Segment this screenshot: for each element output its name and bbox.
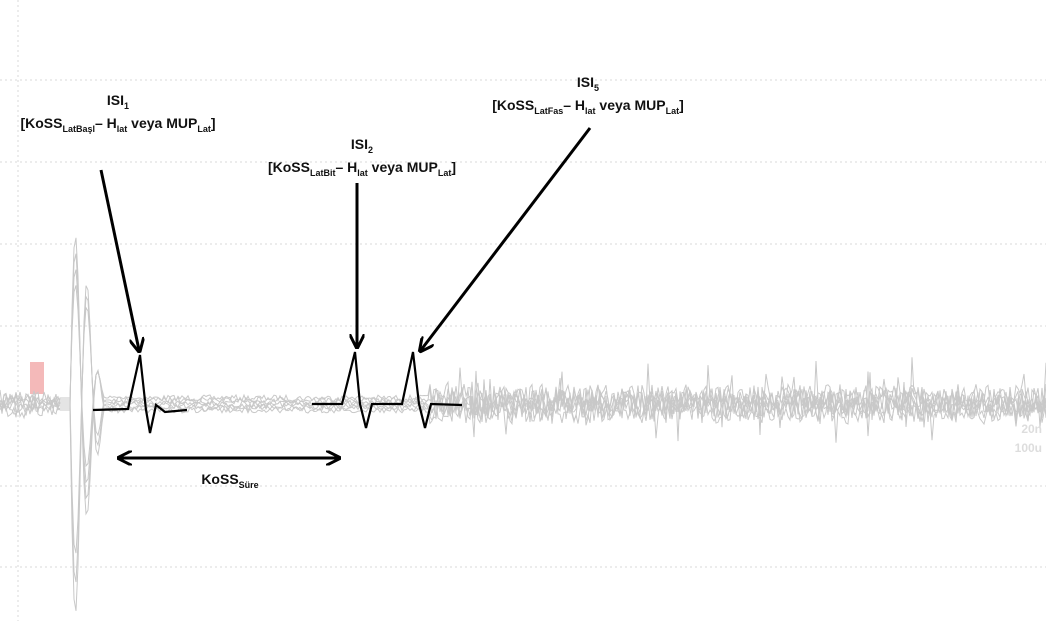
mup-waveform <box>312 352 462 428</box>
trace <box>0 297 1046 582</box>
subscript: Lat <box>666 106 680 116</box>
arrow <box>421 128 590 350</box>
annotation: [KoSSLatBaşl– Hlat veya MUPLat] <box>20 115 215 134</box>
subscript: Süre <box>239 480 259 490</box>
scale-label: 100u <box>1015 441 1042 455</box>
marker-box <box>30 362 44 394</box>
text: veya MUP <box>368 159 438 175</box>
trace <box>0 308 1046 553</box>
subscript: LatFas <box>534 106 563 116</box>
text: veya MUP <box>127 115 197 131</box>
subscript: 1 <box>124 101 129 111</box>
subscript: LatBaşl <box>62 124 95 134</box>
subscript: Lat <box>197 124 211 134</box>
emg-diagram: 20n 100u ISI1[KoSSLatBaşl– Hlat veya MUP… <box>0 0 1046 621</box>
annotation: ISI2 <box>351 136 373 155</box>
text: ISI <box>107 92 124 108</box>
annotation: ISI1 <box>107 92 129 111</box>
grid <box>0 0 1046 621</box>
scale-label: 20n <box>1021 422 1042 436</box>
trace <box>0 270 1046 482</box>
trace <box>0 238 1046 514</box>
text: ISI <box>351 136 368 152</box>
text: ] <box>451 159 456 175</box>
text: veya MUP <box>596 97 666 113</box>
text: ] <box>679 97 684 113</box>
text: – H <box>95 115 117 131</box>
text: [KoSS <box>20 115 62 131</box>
text: [KoSS <box>492 97 534 113</box>
trace <box>0 286 1046 611</box>
text: [KoSS <box>268 159 310 175</box>
mup-waveform <box>93 355 187 433</box>
arrow <box>101 170 139 350</box>
subscript: lat <box>357 168 368 178</box>
annotation: ISI5 <box>577 74 599 93</box>
trace <box>0 285 1046 466</box>
text: ISI <box>577 74 594 90</box>
annotation: [KoSSLatFas– Hlat veya MUPLat] <box>492 97 684 116</box>
text: – H <box>335 159 357 175</box>
trace <box>0 254 1046 498</box>
subscript: 5 <box>594 83 599 93</box>
subscript: Lat <box>438 168 452 178</box>
text: KoSS <box>201 471 238 487</box>
emg-traces <box>0 238 1046 611</box>
text: ] <box>211 115 216 131</box>
annotation: KoSSSüre <box>201 471 258 490</box>
text: – H <box>563 97 585 113</box>
subscript: LatBit <box>310 168 336 178</box>
subscript: lat <box>117 124 128 134</box>
subscript: lat <box>585 106 596 116</box>
subscript: 2 <box>368 145 373 155</box>
